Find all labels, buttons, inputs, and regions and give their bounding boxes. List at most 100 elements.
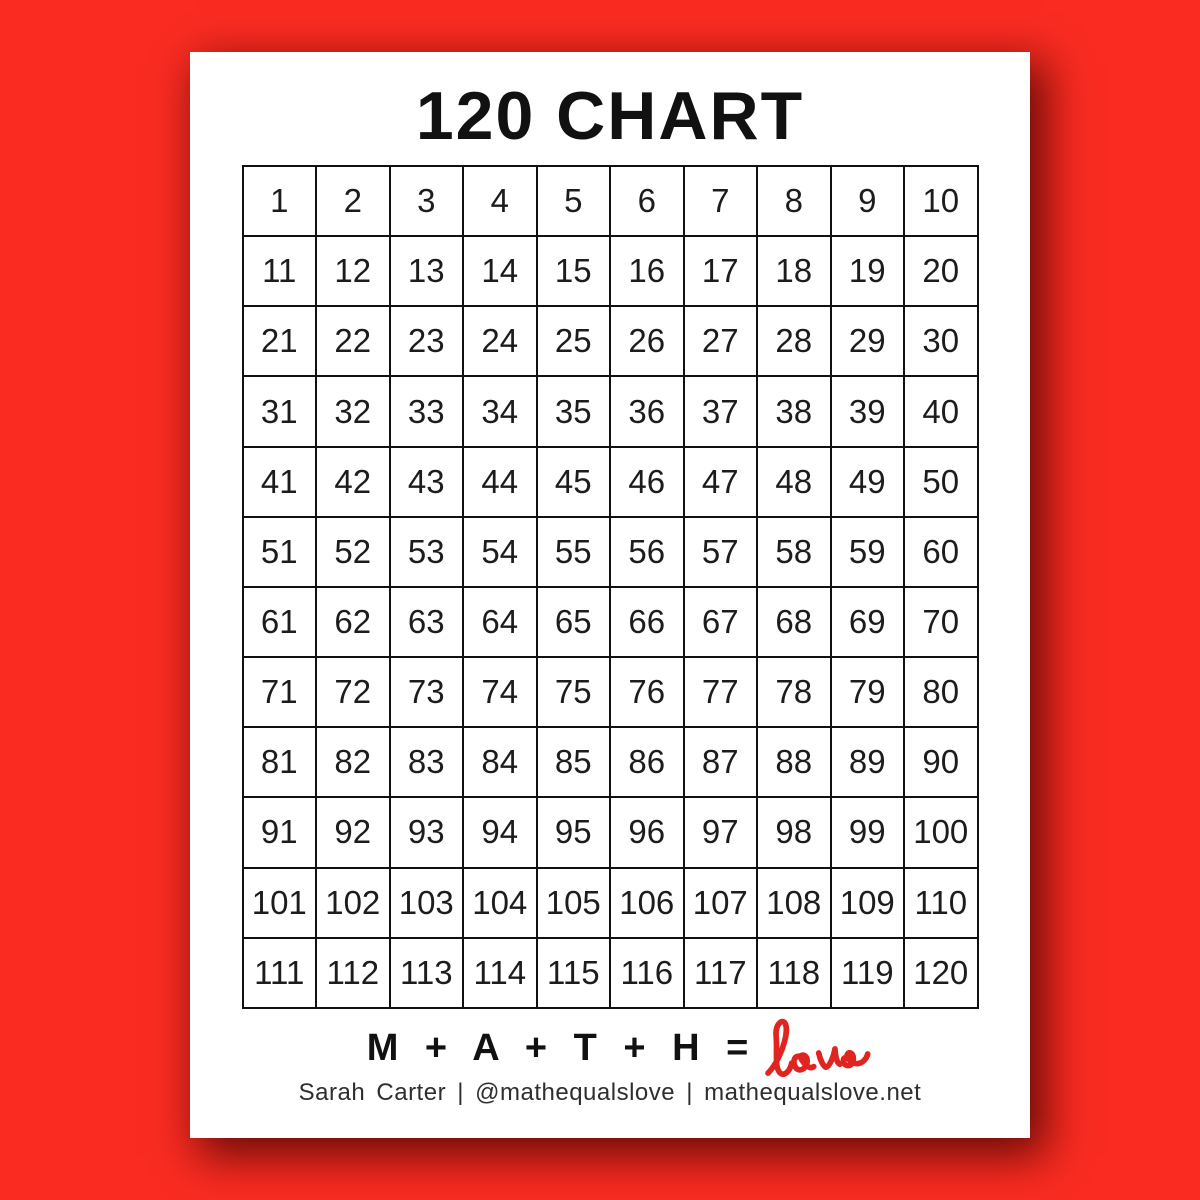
grid-cell: 75 [535,656,611,729]
love-script-icon [765,1018,871,1077]
grid-cell: 87 [682,726,758,799]
grid-cell: 101 [241,866,317,939]
grid-cell: 114 [462,936,538,1010]
grid-cell: 49 [829,445,905,518]
grid-cell: 115 [535,936,611,1010]
grid-cell: 28 [756,305,832,378]
grid-cell: 76 [609,656,685,729]
grid-cell: 27 [682,305,758,378]
grid-row: 81 82 83 84 85 86 87 88 89 90 [241,726,979,799]
grid-cell: 14 [462,235,538,308]
grid-cell: 74 [462,656,538,729]
grid-cell: 116 [609,936,685,1010]
grid-cell: 71 [241,656,317,729]
grid-cell: 107 [682,866,758,939]
grid-cell: 88 [756,726,832,799]
grid-cell: 111 [241,936,317,1010]
grid-cell: 119 [829,936,905,1010]
grid-cell: 109 [829,866,905,939]
grid-cell: 42 [315,445,391,518]
grid-cell: 98 [756,796,832,869]
grid-cell: 17 [682,235,758,308]
grid-cell: 2 [315,164,391,238]
grid-cell: 57 [682,515,758,588]
grid-cell: 58 [756,515,832,588]
grid-cell: 6 [609,164,685,238]
grid-cell: 9 [829,164,905,238]
grid-cell: 77 [682,656,758,729]
grid-cell: 80 [903,656,979,729]
grid-cell: 43 [388,445,464,518]
grid-cell: 66 [609,585,685,659]
grid-row: 1 2 3 4 5 6 7 8 9 10 [241,164,979,238]
grid-row: 21 22 23 24 25 26 27 28 29 30 [241,305,979,378]
grid-cell: 31 [241,375,317,448]
grid-cell: 63 [388,585,464,659]
grid-cell: 45 [535,445,611,518]
grid-cell: 78 [756,656,832,729]
grid-cell: 73 [388,656,464,729]
grid-cell: 26 [609,305,685,378]
grid-cell: 91 [241,796,317,869]
grid-cell: 104 [462,866,538,939]
grid-cell: 106 [609,866,685,939]
grid-row: 41 42 43 44 45 46 47 48 49 50 [241,445,979,518]
grid-cell: 113 [388,936,464,1010]
grid-cell: 105 [535,866,611,939]
grid-cell: 18 [756,235,832,308]
grid-cell: 34 [462,375,538,448]
grid-cell: 12 [315,235,391,308]
grid-cell: 3 [388,164,464,238]
grid-cell: 81 [241,726,317,799]
grid-row: 31 32 33 34 35 36 37 38 39 40 [241,375,979,448]
grid-cell: 37 [682,375,758,448]
grid-cell: 96 [609,796,685,869]
grid-cell: 61 [241,585,317,659]
grid-cell: 33 [388,375,464,448]
grid-cell: 8 [756,164,832,238]
grid-cell: 55 [535,515,611,588]
grid-cell: 60 [903,515,979,588]
grid-cell: 21 [241,305,317,378]
grid-cell: 24 [462,305,538,378]
grid-cell: 44 [462,445,538,518]
grid-cell: 10 [903,164,979,238]
grid-cell: 108 [756,866,832,939]
grid-cell: 72 [315,656,391,729]
math-equals-love-logo: M + A + T + H = [367,1017,878,1077]
grid-cell: 51 [241,515,317,588]
grid-cell: 90 [903,726,979,799]
grid-cell: 67 [682,585,758,659]
grid-cell: 120 [903,936,979,1010]
number-grid-body: 1 2 3 4 5 6 7 8 9 10 11 12 13 14 15 16 17 18 19 20 21 22 23 24 2… [241,164,979,1010]
grid-cell: 1 [241,164,317,238]
grid-cell: 23 [388,305,464,378]
paper-sheet: 120 CHART 1 2 3 4 5 6 7 8 9 10 11 12 13 14 15 16 17 18 19 2… [190,52,1030,1138]
byline: Sarah Carter | @mathequalslove | mathequ… [298,1079,922,1106]
number-grid: 1 2 3 4 5 6 7 8 9 10 11 12 13 14 15 16 17 18 19 20 21 22 23 24 2… [241,164,979,1010]
grid-cell: 50 [903,445,979,518]
grid-row: 11 12 13 14 15 16 17 18 19 20 [241,235,979,308]
grid-cell: 89 [829,726,905,799]
page-title: 120 CHART [415,78,805,154]
grid-cell: 69 [829,585,905,659]
grid-cell: 100 [903,796,979,869]
grid-cell: 94 [462,796,538,869]
grid-cell: 64 [462,585,538,659]
grid-cell: 53 [388,515,464,588]
grid-row: 91 92 93 94 95 96 97 98 99 100 [241,796,979,869]
grid-cell: 92 [315,796,391,869]
grid-cell: 7 [682,164,758,238]
grid-cell: 85 [535,726,611,799]
grid-cell: 118 [756,936,832,1010]
grid-cell: 83 [388,726,464,799]
grid-cell: 62 [315,585,391,659]
grid-row: 111 112 113 114 115 116 117 118 119 120 [241,936,979,1010]
grid-cell: 41 [241,445,317,518]
grid-cell: 112 [315,936,391,1010]
grid-cell: 4 [462,164,538,238]
grid-cell: 79 [829,656,905,729]
grid-cell: 52 [315,515,391,588]
grid-cell: 59 [829,515,905,588]
